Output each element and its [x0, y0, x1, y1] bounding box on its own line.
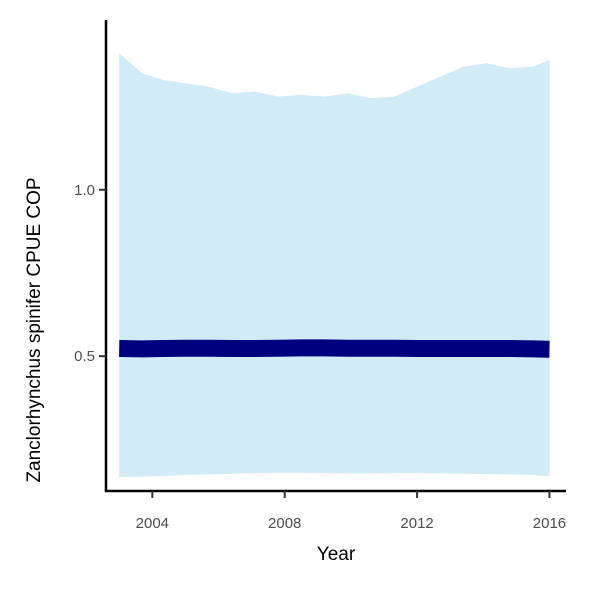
x-tick-label: 2008: [268, 515, 301, 532]
series-line: [119, 339, 550, 358]
y-tick-label: 0.5: [74, 348, 95, 365]
x-axis-title: Year: [317, 544, 356, 565]
y-tick-label: 1.0: [74, 182, 95, 199]
axes: [104, 20, 566, 493]
y-axis-title: Zanclorhynchus spinifer CPUE COP: [24, 177, 45, 482]
ticks: 2004 2008 2012 2016 0.5 1.0: [74, 182, 566, 532]
x-tick-label: 2016: [533, 515, 566, 532]
confidence-bands: [119, 53, 550, 478]
x-tick-label: 2012: [400, 515, 433, 532]
x-tick-label: 2004: [136, 515, 169, 532]
series-lines: [119, 339, 550, 358]
confidence-band: [119, 53, 550, 478]
